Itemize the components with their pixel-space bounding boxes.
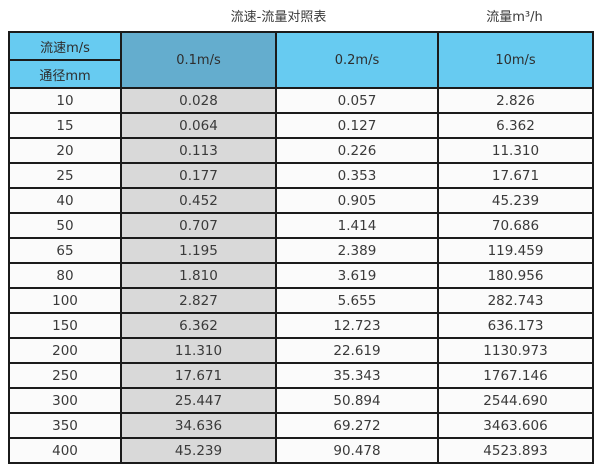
flow-value-cell: 636.173 (437, 312, 594, 339)
flow-value-cell: 25.447 (120, 387, 277, 414)
header-column-0-1ms: 0.1m/s (120, 31, 277, 89)
diameter-cell: 150 (8, 312, 122, 339)
flow-value-cell: 12.723 (275, 312, 439, 339)
flow-value-cell: 6.362 (437, 112, 594, 139)
table-row: 300 25.447 50.894 2544.690 (8, 387, 594, 414)
flow-value-cell: 0.905 (275, 187, 439, 214)
header-column-10ms: 10m/s (437, 31, 594, 89)
table-row: 80 1.810 3.619 180.956 (8, 262, 594, 289)
diameter-cell: 20 (8, 137, 122, 164)
header-diameter-label: 通径mm (8, 59, 122, 89)
diameter-cell: 400 (8, 437, 122, 464)
diameter-cell: 40 (8, 187, 122, 214)
diameter-cell: 65 (8, 237, 122, 264)
flow-value-cell: 0.226 (275, 137, 439, 164)
table-row: 50 0.707 1.414 70.686 (8, 212, 594, 239)
flow-value-cell: 11.310 (120, 337, 277, 364)
flow-value-cell: 45.239 (437, 187, 594, 214)
table-row: 65 1.195 2.389 119.459 (8, 237, 594, 264)
table-row: 200 11.310 22.619 1130.973 (8, 337, 594, 364)
table-row: 400 45.239 90.478 4523.893 (8, 437, 594, 464)
table-row: 10 0.028 0.057 2.826 (8, 87, 594, 114)
flow-rate-table: 流速m/s 0.1m/s 0.2m/s 10m/s 通径mm 10 0.028 0.… (8, 31, 594, 464)
table-row: 100 2.827 5.655 282.743 (8, 287, 594, 314)
flow-value-cell: 3463.606 (437, 412, 594, 439)
flow-unit-label: 流量m³/h (486, 10, 543, 25)
flow-value-cell: 1.810 (120, 262, 277, 289)
diameter-cell: 100 (8, 287, 122, 314)
flow-value-cell: 5.655 (275, 287, 439, 314)
flow-value-cell: 69.272 (275, 412, 439, 439)
flow-value-cell: 22.619 (275, 337, 439, 364)
flow-value-cell: 90.478 (275, 437, 439, 464)
flow-value-cell: 0.028 (120, 87, 277, 114)
flow-value-cell: 17.671 (120, 362, 277, 389)
flow-value-cell: 45.239 (120, 437, 277, 464)
diameter-cell: 200 (8, 337, 122, 364)
table-title: 流速-流量对照表 (230, 10, 327, 25)
flow-value-cell: 0.707 (120, 212, 277, 239)
table-row: 250 17.671 35.343 1767.146 (8, 362, 594, 389)
titles-row: 流速-流量对照表 流量m³/h (8, 0, 592, 31)
flow-value-cell: 282.743 (437, 287, 594, 314)
flow-value-cell: 11.310 (437, 137, 594, 164)
header-column-0-2ms: 0.2m/s (275, 31, 439, 89)
flow-value-cell: 2.827 (120, 287, 277, 314)
diameter-cell: 50 (8, 212, 122, 239)
flow-value-cell: 0.127 (275, 112, 439, 139)
flow-value-cell: 0.064 (120, 112, 277, 139)
flow-value-cell: 34.636 (120, 412, 277, 439)
table-row: 15 0.064 0.127 6.362 (8, 112, 594, 139)
header-row-bottom: 通径mm (8, 59, 593, 89)
flow-value-cell: 1.195 (120, 237, 277, 264)
table-row: 150 6.362 12.723 636.173 (8, 312, 594, 339)
flow-value-cell: 2544.690 (437, 387, 594, 414)
diameter-cell: 15 (8, 112, 122, 139)
flow-value-cell: 3.619 (275, 262, 439, 289)
flow-value-cell: 70.686 (437, 212, 594, 239)
flow-value-cell: 0.113 (120, 137, 277, 164)
flow-value-cell: 1767.146 (437, 362, 594, 389)
diameter-cell: 80 (8, 262, 122, 289)
table-row: 350 34.636 69.272 3463.606 (8, 412, 594, 439)
header-velocity-label: 流速m/s (8, 31, 122, 61)
flow-value-cell: 0.057 (275, 87, 439, 114)
flow-value-cell: 0.177 (120, 162, 277, 189)
flow-value-cell: 180.956 (437, 262, 594, 289)
table-body: 10 0.028 0.057 2.826 15 0.064 0.127 6.362 20 0.11… (8, 87, 594, 464)
table-row: 20 0.113 0.226 11.310 (8, 137, 594, 164)
flow-value-cell: 2.826 (437, 87, 594, 114)
flow-value-cell: 2.389 (275, 237, 439, 264)
table-header: 流速m/s 0.1m/s 0.2m/s 10m/s 通径mm (8, 31, 594, 89)
flow-value-cell: 119.459 (437, 237, 594, 264)
flow-value-cell: 50.894 (275, 387, 439, 414)
diameter-cell: 10 (8, 87, 122, 114)
table-row: 25 0.177 0.353 17.671 (8, 162, 594, 189)
flow-value-cell: 6.362 (120, 312, 277, 339)
diameter-cell: 25 (8, 162, 122, 189)
flow-value-cell: 35.343 (275, 362, 439, 389)
header-row-top: 流速m/s 0.1m/s 0.2m/s 10m/s (8, 31, 594, 89)
flow-value-cell: 1130.973 (437, 337, 594, 364)
table-row: 40 0.452 0.905 45.239 (8, 187, 594, 214)
flow-value-cell: 1.414 (275, 212, 439, 239)
diameter-cell: 350 (8, 412, 122, 439)
flow-value-cell: 0.353 (275, 162, 439, 189)
flow-value-cell: 4523.893 (437, 437, 594, 464)
flow-value-cell: 17.671 (437, 162, 594, 189)
diameter-cell: 300 (8, 387, 122, 414)
flow-value-cell: 0.452 (120, 187, 277, 214)
diameter-cell: 250 (8, 362, 122, 389)
